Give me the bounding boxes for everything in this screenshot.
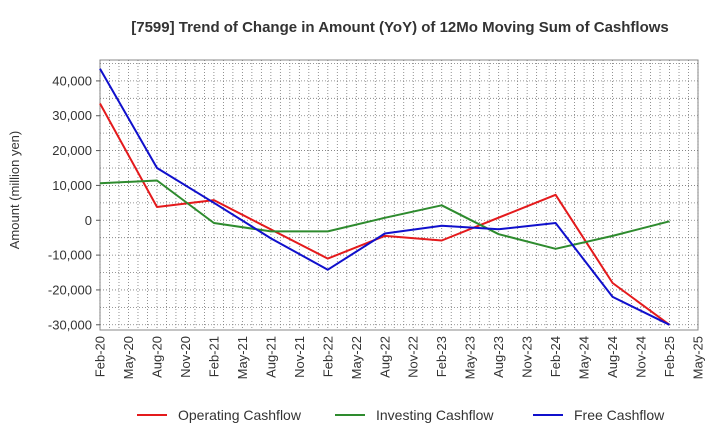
x-tick-label: Feb-25 bbox=[662, 336, 677, 377]
y-tick-label: -20,000 bbox=[48, 282, 92, 297]
x-tick-label: Nov-23 bbox=[520, 336, 535, 378]
x-tick-label: Nov-21 bbox=[292, 336, 307, 378]
y-tick-label: 40,000 bbox=[52, 73, 92, 88]
legend-label-2: Free Cashflow bbox=[574, 407, 665, 423]
y-tick-label: 30,000 bbox=[52, 108, 92, 123]
x-tick-label: Aug-22 bbox=[377, 336, 392, 378]
x-tick-label: May-23 bbox=[463, 336, 478, 379]
legend-label-0: Operating Cashflow bbox=[178, 407, 302, 423]
y-tick-label: -10,000 bbox=[48, 248, 92, 263]
x-tick-label: Feb-24 bbox=[548, 336, 563, 377]
x-tick-label: May-25 bbox=[691, 336, 706, 379]
x-tick-label: May-24 bbox=[577, 336, 592, 379]
legend: Operating Cashflow Investing Cashflow Free… bbox=[137, 407, 665, 423]
x-tick-label: Aug-23 bbox=[491, 336, 506, 378]
y-axis-label: Amount (million yen) bbox=[7, 131, 22, 250]
axis-layer: 40,000 30,000 20,000 10,000 0 -10,000 -20,000 -… bbox=[48, 73, 706, 379]
x-tick-label: Nov-24 bbox=[634, 336, 649, 378]
y-tick-label: 10,000 bbox=[52, 178, 92, 193]
x-tick-label: May-21 bbox=[235, 336, 250, 379]
x-tick-label: Feb-20 bbox=[93, 336, 108, 377]
grid-layer bbox=[99, 59, 699, 331]
x-tick-label: Aug-21 bbox=[263, 336, 278, 378]
series-layer bbox=[99, 68, 671, 326]
x-tick-label: Feb-23 bbox=[434, 336, 449, 377]
x-tick-label: May-22 bbox=[349, 336, 364, 379]
y-tick-label: 20,000 bbox=[52, 143, 92, 158]
x-tick-label: Feb-22 bbox=[320, 336, 335, 377]
x-tick-label: Aug-20 bbox=[149, 336, 164, 378]
plot-area bbox=[99, 59, 699, 331]
x-tick-label: Feb-21 bbox=[206, 336, 221, 377]
x-tick-label: Aug-24 bbox=[605, 336, 620, 378]
x-tick-label: Nov-22 bbox=[406, 336, 421, 378]
y-tick-label: 0 bbox=[85, 213, 92, 228]
x-tick-label: May-20 bbox=[121, 336, 136, 379]
chart-title: [7599] Trend of Change in Amount (YoY) o… bbox=[131, 19, 669, 36]
x-tick-label: Nov-20 bbox=[178, 336, 193, 378]
y-tick-label: -30,000 bbox=[48, 317, 92, 332]
legend-label-1: Investing Cashflow bbox=[376, 407, 494, 423]
